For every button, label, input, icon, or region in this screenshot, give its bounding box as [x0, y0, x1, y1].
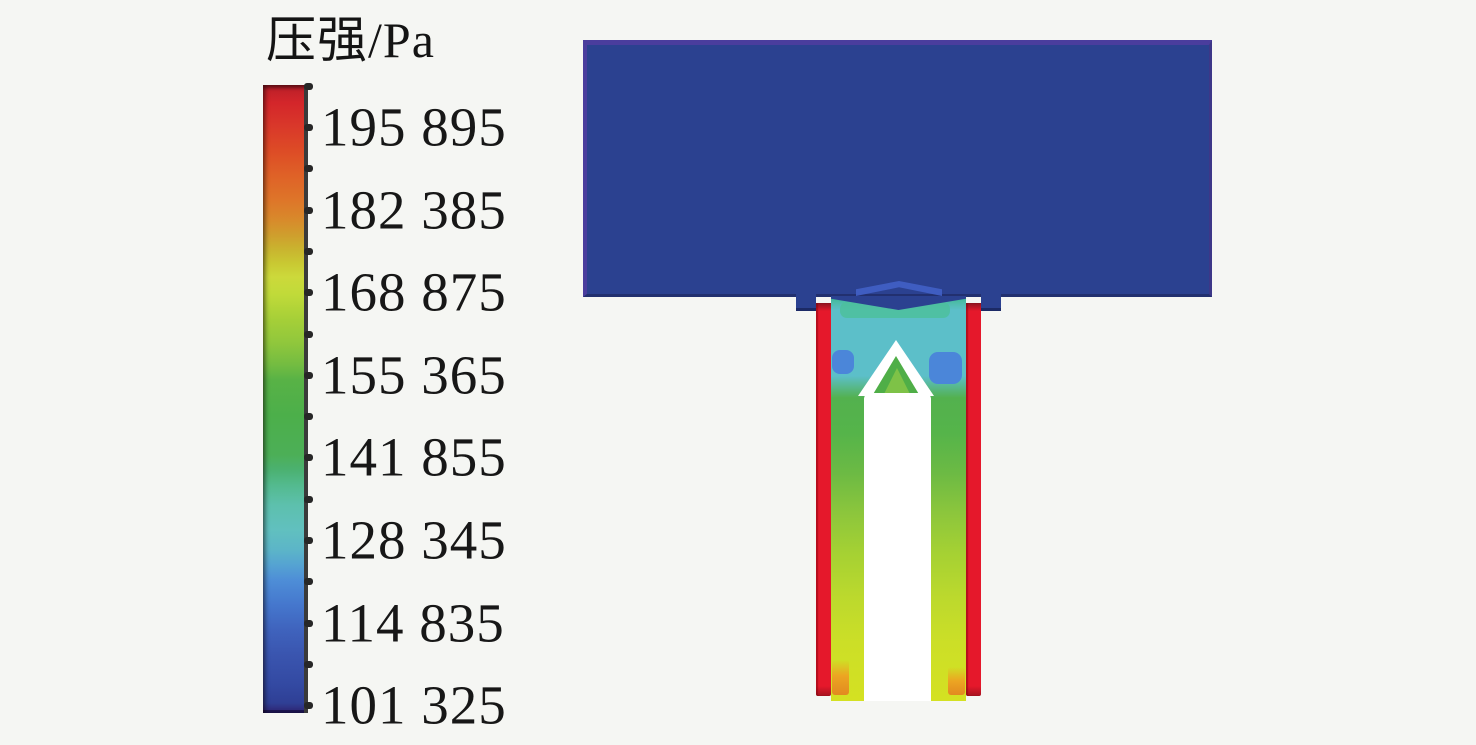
- colorbar-label: 128 345: [321, 509, 507, 571]
- colorbar-label: 182 385: [321, 179, 507, 241]
- blue-pocket-left: [832, 350, 854, 374]
- colorbar-tick: [304, 206, 313, 214]
- colorbar-label: 155 365: [321, 344, 507, 406]
- colorbar-tick: [304, 660, 313, 668]
- colorbar-tick: [304, 413, 313, 421]
- nozzle-right-wall: [966, 303, 981, 696]
- colorbar-tick: [304, 578, 313, 586]
- colorbar-tick: [304, 537, 313, 544]
- colorbar-tick: [304, 371, 313, 379]
- inner-tube-region: [864, 393, 931, 701]
- colorbar-tick: [304, 619, 313, 627]
- orange-patch-right: [948, 667, 965, 695]
- colorbar-tick: [304, 454, 313, 462]
- colorbar-label: 114 835: [321, 592, 505, 654]
- colorbar-tick: [304, 330, 313, 338]
- colorbar-label: 101 325: [321, 674, 507, 736]
- colorbar-tick: [304, 165, 313, 173]
- colorbar-label: 141 855: [321, 426, 507, 488]
- colorbar-tick: [304, 124, 313, 131]
- colorbar-gradient: [263, 85, 308, 713]
- legend-title: 压强/Pa: [266, 12, 435, 68]
- colorbar-tick: [304, 82, 313, 90]
- colorbar-label: 168 875: [321, 261, 507, 323]
- orange-patch-left: [832, 660, 849, 695]
- chamber-region: [583, 40, 1212, 297]
- colorbar-label: 195 895: [321, 96, 507, 158]
- blue-pocket-right: [929, 352, 962, 384]
- colorbar-tick: [304, 495, 313, 503]
- colorbar-tick: [304, 289, 313, 297]
- colorbar-tick: [304, 702, 313, 710]
- nozzle-left-wall: [816, 303, 831, 696]
- flange-left: [796, 294, 816, 311]
- flange-right: [981, 294, 1001, 311]
- colorbar-tick: [304, 247, 313, 255]
